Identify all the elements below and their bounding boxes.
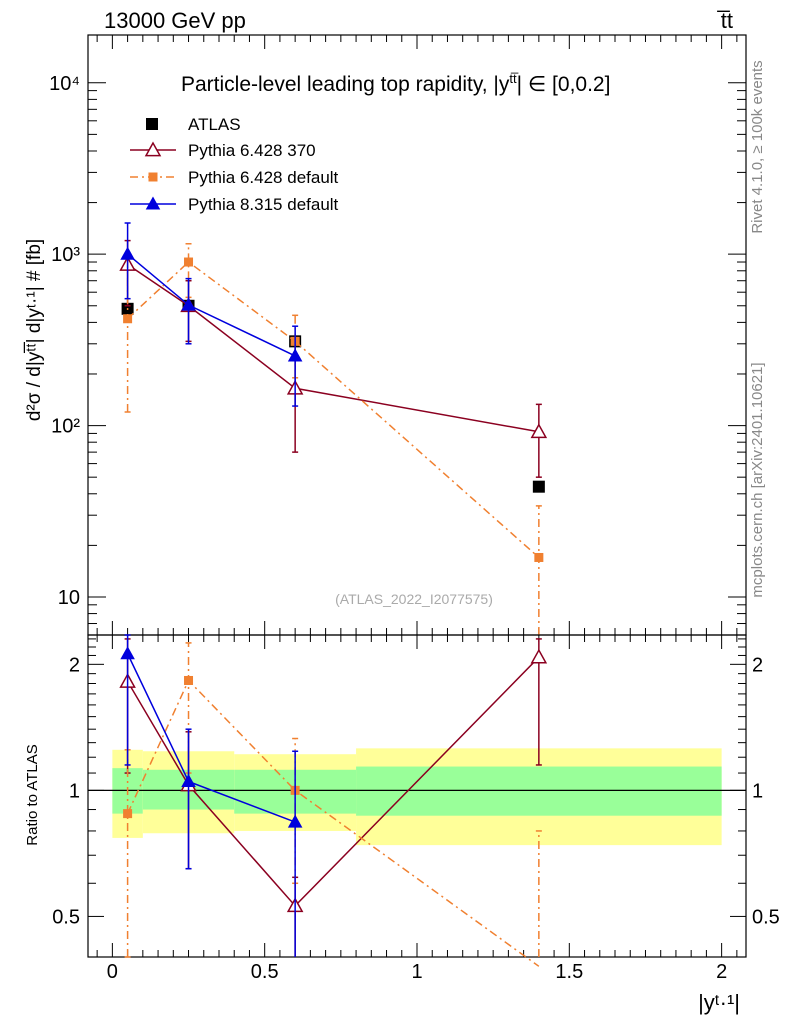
ratio-series-line	[126, 656, 540, 907]
plot-title: Particle-level leading top rapidity, |yt…	[181, 71, 610, 96]
ratio-marker	[120, 646, 135, 660]
ratio-y-tick-label: 0.5	[752, 906, 780, 928]
legend-marker	[145, 196, 161, 210]
main-ylabel: d²σ / d|yᵗ̅ᵗ| d|yᵗ·¹| # [fb]	[24, 239, 45, 421]
x-tick-label: 2	[716, 961, 727, 983]
ratio-y-tick-label: 2	[69, 654, 80, 676]
ratio-y-tick-label: 1	[69, 780, 80, 802]
ratio-panel	[87, 634, 747, 967]
y-tick-label: 10	[58, 587, 80, 609]
mcplots-label: mcplots.cern.ch [arXiv:2401.10621]	[749, 362, 766, 597]
series-marker	[123, 314, 133, 324]
legend-marker	[146, 118, 158, 130]
x-tick-label: 1.5	[555, 961, 583, 983]
uncertainty-band-inner	[356, 766, 722, 816]
y-tick-label: 10³	[51, 244, 80, 266]
ratio-y-tick-label: 2	[752, 654, 763, 676]
series-marker	[184, 257, 194, 267]
series-marker	[287, 348, 303, 362]
ratio-ylabel: Ratio to ATLAS	[24, 744, 41, 845]
series-line	[127, 261, 540, 559]
legend-label: ATLAS	[188, 115, 241, 134]
legend-marker	[148, 172, 158, 182]
series-marker	[120, 246, 135, 260]
series-marker	[181, 297, 196, 311]
y-tick-label: 10⁴	[49, 73, 80, 95]
legend-label: Pythia 6.428 default	[188, 168, 339, 187]
ratio-series-line	[126, 679, 540, 967]
series-marker	[530, 423, 548, 439]
ratio-marker	[123, 809, 133, 819]
x-tick-label: 0	[107, 961, 118, 983]
legend: ATLAS Pythia 6.428 370 Pythia 6.428 defaul…	[130, 115, 339, 214]
ratio-marker	[184, 675, 194, 685]
process-label: t̅t	[717, 8, 733, 33]
x-tick-label: 1	[411, 961, 422, 983]
analysis-watermark: (ATLAS_2022_I2077575)	[335, 591, 493, 607]
y-tick-label: 10²	[51, 416, 80, 438]
collision-label: 13000 GeV pp	[104, 8, 246, 33]
x-axis-label: |yᵗ·¹|	[698, 990, 740, 1015]
rivet-label: Rivet 4.1.0, ≥ 100k events	[749, 60, 766, 233]
legend-label: Pythia 8.315 default	[188, 195, 339, 214]
legend-label: Pythia 6.428 370	[188, 141, 316, 160]
atlas-data-point	[532, 480, 545, 493]
main-panel	[87, 34, 747, 636]
series-line	[127, 263, 539, 433]
ratio-marker	[287, 814, 303, 828]
series-marker	[534, 552, 544, 562]
ratio-y-tick-label: 0.5	[52, 906, 80, 928]
series-line	[127, 253, 296, 357]
ratio-y-tick-label: 1	[752, 780, 763, 802]
ratio-marker	[530, 648, 548, 664]
x-tick-label: 0.5	[251, 961, 279, 983]
legend-marker	[144, 141, 162, 157]
main-frame	[87, 34, 747, 636]
ratio-marker	[181, 773, 196, 788]
